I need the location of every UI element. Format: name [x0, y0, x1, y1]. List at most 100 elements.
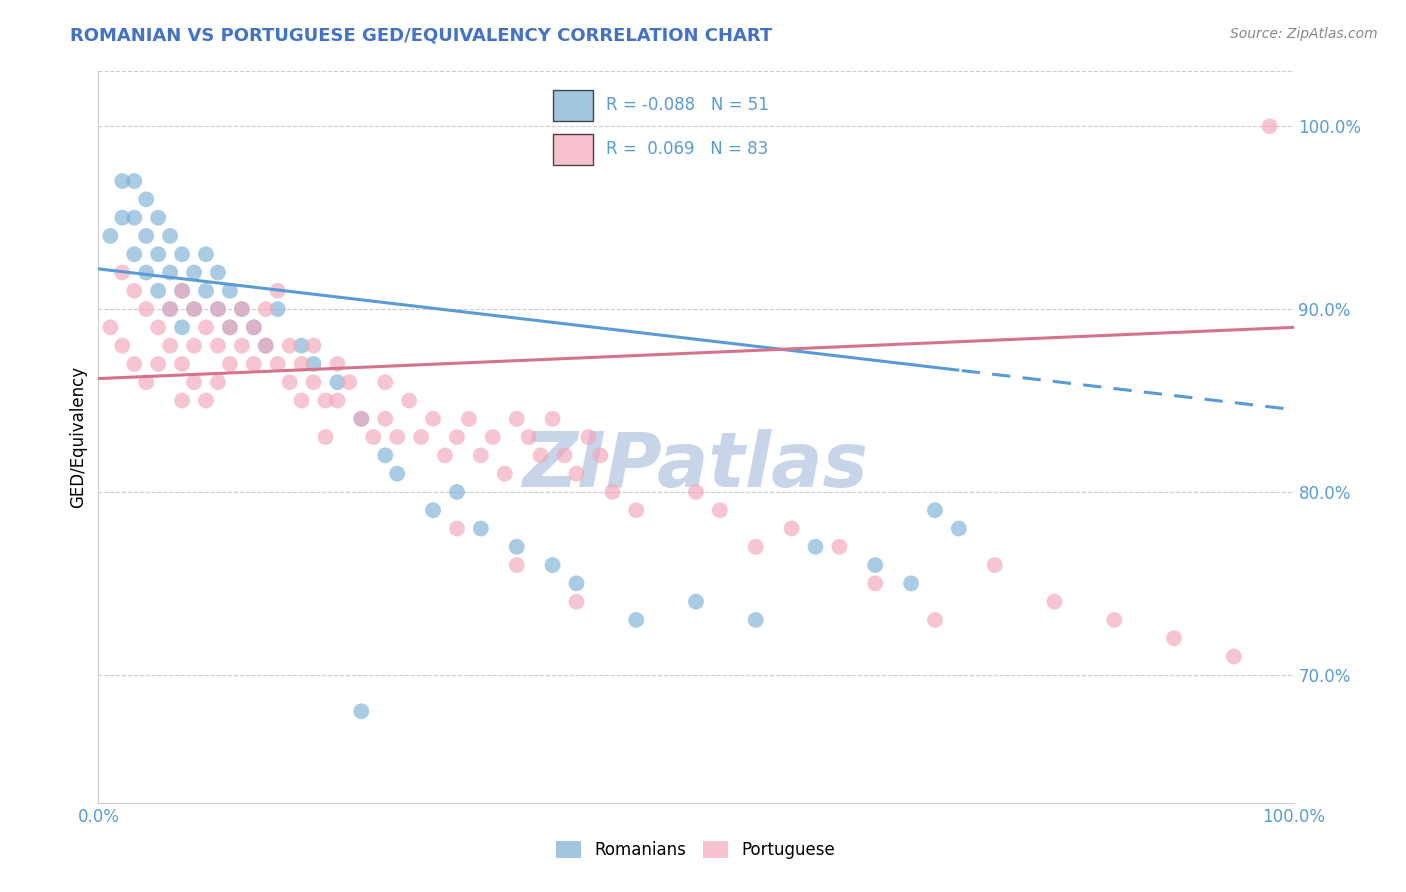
Point [506, 411, 529, 425]
Point [350, 411, 373, 425]
Point [207, 301, 229, 316]
Point [302, 375, 325, 389]
Point [745, 613, 768, 627]
Point [291, 338, 314, 352]
Point [530, 448, 553, 462]
Point [900, 576, 922, 591]
Point [578, 430, 600, 444]
Point [745, 540, 768, 554]
Point [494, 467, 516, 481]
Point [339, 375, 361, 389]
Point [124, 247, 146, 261]
Point [565, 576, 588, 591]
Point [541, 558, 564, 573]
Point [172, 393, 194, 408]
Point [124, 211, 146, 225]
Point [135, 228, 157, 243]
Point [159, 301, 181, 316]
Point [267, 284, 290, 298]
Point [135, 265, 157, 279]
Point [385, 467, 409, 481]
Point [422, 411, 444, 425]
Point [422, 503, 444, 517]
Point [565, 594, 588, 608]
Text: ZIPatlas: ZIPatlas [523, 429, 869, 503]
Point [98, 320, 122, 334]
Point [267, 301, 290, 316]
Point [554, 448, 576, 462]
Point [865, 576, 887, 591]
Point [446, 430, 468, 444]
Point [924, 613, 946, 627]
Point [385, 430, 409, 444]
Point [254, 301, 277, 316]
Point [219, 284, 242, 298]
Point [828, 540, 851, 554]
Point [183, 301, 205, 316]
Point [207, 301, 229, 316]
Point [374, 411, 396, 425]
Point [231, 301, 253, 316]
Point [278, 375, 301, 389]
Point [685, 594, 707, 608]
Point [326, 393, 349, 408]
Point [1043, 594, 1066, 608]
Point [458, 411, 481, 425]
Point [135, 192, 157, 206]
Point [291, 357, 314, 371]
Point [434, 448, 457, 462]
Point [602, 484, 624, 499]
Point [589, 448, 612, 462]
Point [350, 704, 373, 718]
Point [98, 228, 122, 243]
Point [219, 357, 242, 371]
Point [183, 265, 205, 279]
Point [195, 247, 218, 261]
Point [207, 265, 229, 279]
Point [565, 467, 588, 481]
Point [243, 357, 266, 371]
Point [315, 393, 337, 408]
Point [195, 284, 218, 298]
Point [374, 448, 396, 462]
Point [291, 393, 314, 408]
Point [111, 265, 134, 279]
Point [924, 503, 946, 517]
Point [219, 320, 242, 334]
Point [183, 301, 205, 316]
Point [709, 503, 731, 517]
Point [195, 393, 218, 408]
Point [626, 613, 648, 627]
Point [207, 375, 229, 389]
Point [326, 375, 349, 389]
Point [948, 521, 970, 535]
Text: ROMANIAN VS PORTUGUESE GED/EQUIVALENCY CORRELATION CHART: ROMANIAN VS PORTUGUESE GED/EQUIVALENCY C… [70, 27, 772, 45]
Point [685, 484, 707, 499]
Point [159, 301, 181, 316]
Point [183, 375, 205, 389]
Point [446, 484, 468, 499]
Point [111, 174, 134, 188]
Point [506, 540, 529, 554]
Point [124, 174, 146, 188]
Point [1223, 649, 1246, 664]
Point [243, 320, 266, 334]
Point [172, 320, 194, 334]
Point [195, 320, 218, 334]
Point [267, 357, 290, 371]
Point [315, 430, 337, 444]
Point [1163, 631, 1185, 645]
Point [135, 301, 157, 316]
Point [350, 411, 373, 425]
Point [363, 430, 385, 444]
Point [231, 301, 253, 316]
Point [124, 284, 146, 298]
Point [183, 338, 205, 352]
Point [446, 521, 468, 535]
Point [172, 247, 194, 261]
Point [804, 540, 827, 554]
Point [135, 375, 157, 389]
Point [1258, 119, 1281, 133]
Point [159, 228, 181, 243]
Y-axis label: GED/Equivalency: GED/Equivalency [69, 366, 87, 508]
